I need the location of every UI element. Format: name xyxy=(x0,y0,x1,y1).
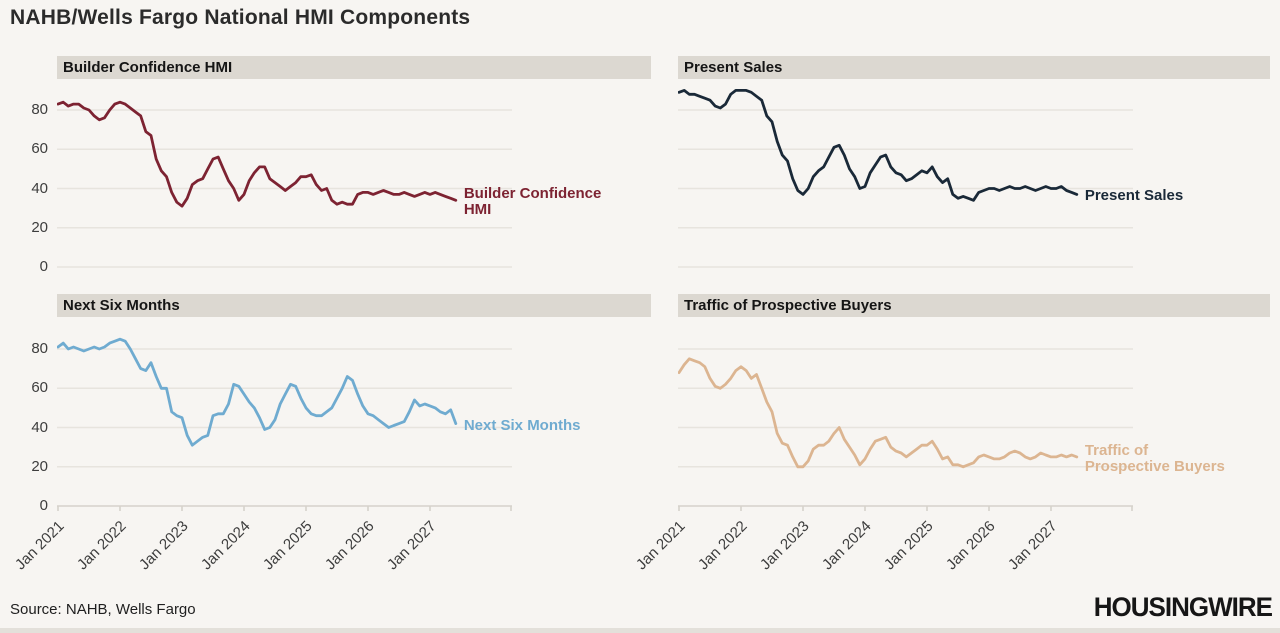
panel-header-builder-confidence: Builder Confidence HMI xyxy=(57,56,651,79)
source-note: Source: NAHB, Wells Fargo xyxy=(10,601,196,618)
y-axis-tick-label: 40 xyxy=(31,179,48,197)
series-end-label: Present Sales xyxy=(1085,188,1183,204)
x-axis-tick-label: Jan 2026 xyxy=(942,517,999,574)
series-line xyxy=(678,89,1079,202)
series-line xyxy=(57,337,458,447)
series-end-label-line: Builder Confidence xyxy=(463,185,602,203)
series-end-label: Traffic of Prospective Buyers xyxy=(1084,441,1225,475)
series-end-label-line: Next Six Months xyxy=(463,416,581,434)
x-axis-tick-label: Jan 2027 xyxy=(383,517,440,574)
x-axis-tick-label: Jan 2025 xyxy=(259,517,316,574)
series-line xyxy=(678,357,1079,469)
series-end-label-line: HMI xyxy=(463,201,492,219)
x-axis-tick-label: Jan 2025 xyxy=(880,517,937,574)
x-axis-tick-label: Jan 2024 xyxy=(818,517,875,574)
series-end-label-line: Present Sales xyxy=(1084,187,1184,205)
x-axis-tick-label: Jan 2021 xyxy=(11,517,68,574)
y-axis-tick-label: 60 xyxy=(31,140,48,158)
panel-header-next-six-months: Next Six Months xyxy=(57,294,651,317)
panel-header-traffic: Traffic of Prospective Buyers xyxy=(678,294,1270,317)
series-line xyxy=(57,100,458,208)
x-axis-tick-label: Jan 2022 xyxy=(73,517,130,574)
x-axis-tick-label: Jan 2027 xyxy=(1004,517,1061,574)
y-axis-tick-label: 0 xyxy=(39,497,48,514)
housingwire-logo: HOUSINGWIRE xyxy=(1093,591,1273,623)
line-chart-traffic xyxy=(678,348,1133,511)
line-chart-next-six-months xyxy=(57,337,512,511)
bottom-edge-strip xyxy=(0,628,1280,633)
y-axis-tick-label: 20 xyxy=(31,457,48,475)
y-axis-tick-label: 0 xyxy=(39,258,48,275)
x-axis-tick-label: Jan 2026 xyxy=(321,517,378,574)
series-end-label-line: Traffic of xyxy=(1084,441,1149,459)
series-end-label-line: Prospective Buyers xyxy=(1084,457,1225,475)
series-end-label: Next Six Months xyxy=(463,416,581,434)
x-axis-tick-label: Jan 2022 xyxy=(694,517,751,574)
y-axis-tick-label: 80 xyxy=(31,340,48,357)
x-axis-tick-label: Jan 2023 xyxy=(756,517,813,574)
y-axis-tick-label: 60 xyxy=(31,379,48,397)
y-axis-tick-label: 40 xyxy=(31,418,48,436)
x-axis-tick-label: Jan 2024 xyxy=(197,517,254,574)
y-axis-tick-label: 80 xyxy=(31,101,48,118)
x-axis-tick-label: Jan 2021 xyxy=(632,517,689,574)
x-axis-tick-label: Jan 2023 xyxy=(135,517,192,574)
line-chart-present-sales xyxy=(678,89,1133,268)
panel-header-present-sales: Present Sales xyxy=(678,56,1270,79)
line-chart-builder-confidence xyxy=(57,100,512,268)
y-axis-tick-label: 20 xyxy=(31,218,48,236)
series-end-label: Builder Confidence HMI xyxy=(464,186,602,218)
figure-title: NAHB/Wells Fargo National HMI Components xyxy=(10,6,471,29)
